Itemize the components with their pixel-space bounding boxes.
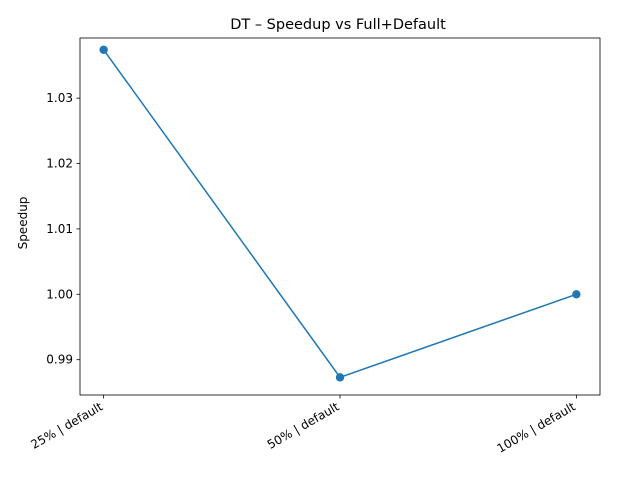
- axes: 0.99 1.00 1.01 1.02 1.03 25% | default 50% | d…: [28, 37, 601, 456]
- x-tick-label: 25% | default: [28, 399, 105, 452]
- x-tick-label: 50% | default: [265, 399, 342, 452]
- y-tick-label: 1.01: [46, 222, 73, 236]
- y-tick-label: 1.02: [46, 157, 73, 171]
- chart-title: DT – Speedup vs Full+Default: [230, 17, 446, 33]
- y-tick-label: 1.03: [46, 91, 73, 105]
- plot-frame: [79, 37, 601, 396]
- x-tick-label: 100% | default: [494, 399, 578, 455]
- y-tick-label: 1.00: [46, 287, 73, 301]
- y-tick-label: 0.99: [46, 353, 73, 367]
- series-line: [103, 49, 577, 379]
- y-axis-label: Speedup: [16, 197, 30, 250]
- data-point: [572, 290, 581, 299]
- data-point: [99, 45, 108, 54]
- data-point: [335, 373, 345, 382]
